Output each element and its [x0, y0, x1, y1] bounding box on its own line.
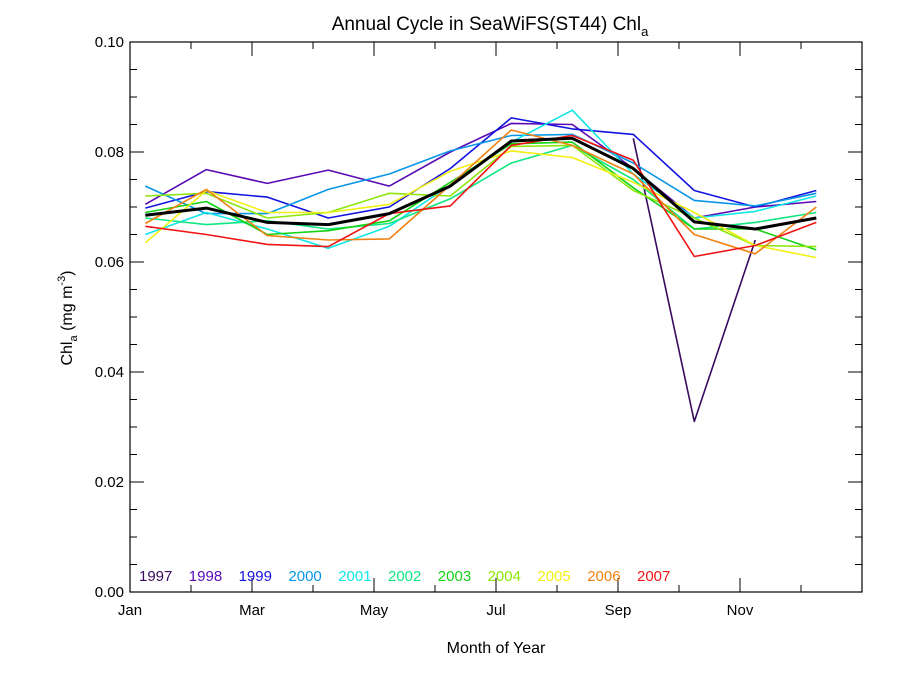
x-tick-label: Mar — [239, 602, 265, 619]
series-line-mean — [145, 136, 817, 231]
svg-text:Annual Cycle in SeaWiFS(ST44): Annual Cycle in SeaWiFS(ST44) Chla — [332, 14, 649, 39]
y-axis-label: Chla (mg m-3) — [56, 270, 80, 365]
series-line-2006 — [144, 129, 817, 255]
legend-entry-1999: 1999 — [239, 568, 272, 585]
y-tick-label: 0.00 — [95, 584, 124, 601]
x-tick-label: Nov — [727, 602, 754, 619]
title-main: Annual Cycle in SeaWiFS(ST44) Chl — [332, 14, 641, 35]
ylabel-unit-superscript: -3 — [56, 276, 68, 286]
x-axis-ticks: Jan Mar May Jul Sep Nov — [118, 42, 863, 619]
legend-entry-2001: 2001 — [338, 568, 371, 585]
plot-frame — [129, 41, 863, 593]
title-subscript: a — [641, 24, 649, 39]
x-tick-label: May — [360, 602, 389, 619]
legend-entry-2007: 2007 — [637, 568, 670, 585]
x-tick-label: Jan — [118, 602, 142, 619]
ylabel-main: Chl — [59, 342, 76, 366]
y-tick-label: 0.06 — [95, 254, 124, 271]
series-line-1997 — [632, 138, 757, 423]
ylabel-subscript: a — [68, 335, 80, 342]
series-line-2007 — [145, 134, 817, 258]
chart-title: Annual Cycle in SeaWiFS(ST44) Chla — [332, 14, 649, 39]
legend-entry-2005: 2005 — [537, 568, 570, 585]
y-axis-ticks: 0.00 0.02 0.04 0.06 0.08 0.10 — [95, 34, 862, 601]
legend-entry-2002: 2002 — [388, 568, 421, 585]
legend-entry-1998: 1998 — [189, 568, 222, 585]
x-axis-label: Month of Year — [447, 640, 546, 657]
svg-text:Chla (mg m-3): Chla (mg m-3) — [56, 270, 80, 365]
ylabel-unit-close: ) — [59, 270, 76, 275]
legend-entry-2004: 2004 — [488, 568, 521, 585]
legend-entry-2003: 2003 — [438, 568, 471, 585]
series-lines — [144, 109, 817, 423]
series-line-2000 — [144, 133, 817, 215]
legend-entry-2006: 2006 — [587, 568, 620, 585]
legend-entry-2000: 2000 — [288, 568, 321, 585]
y-tick-label: 0.08 — [95, 144, 124, 161]
legend: 1997 1998 1999 2000 2001 2002 2003 2004 2005 2006… — [139, 568, 670, 585]
ylabel-unit: (mg m — [59, 286, 76, 336]
x-tick-label: Jul — [486, 602, 505, 619]
y-tick-label: 0.04 — [95, 364, 124, 381]
y-tick-label: 0.02 — [95, 474, 124, 491]
legend-entry-1997: 1997 — [139, 568, 172, 585]
y-tick-label: 0.10 — [95, 34, 124, 51]
x-tick-label: Sep — [605, 602, 632, 619]
series-line-2005 — [144, 150, 817, 259]
